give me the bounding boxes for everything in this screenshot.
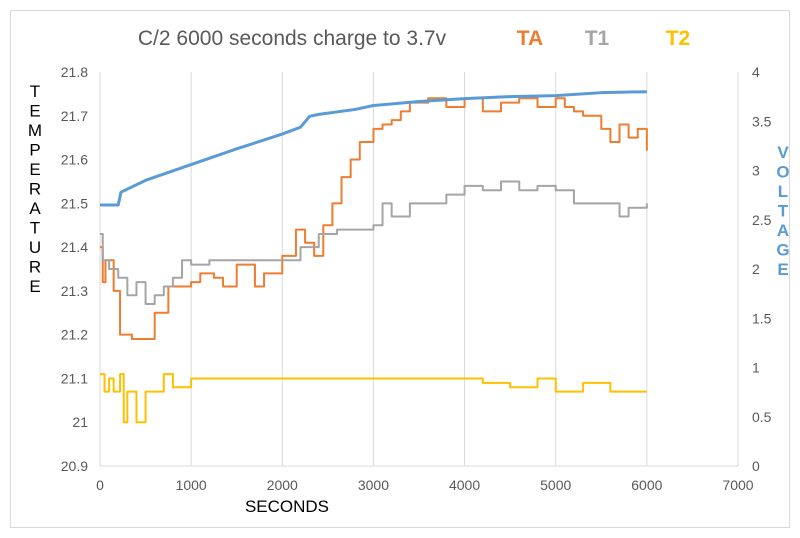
series-line-voltage	[100, 90, 647, 207]
y-axis-title-letter: A	[29, 199, 41, 218]
y2-axis-title-letter: T	[778, 202, 789, 221]
y2-axis-ticks: 0 0.5 1 1.5 2 2.5 3 3.5 4	[752, 64, 772, 474]
y-tick-label: 21.6	[61, 152, 88, 168]
y-axis-title-letter: E	[29, 277, 40, 296]
y-tick-label: 21.8	[61, 64, 88, 80]
y2-tick-label: 3.5	[752, 113, 772, 129]
x-tick-label: 5000	[540, 477, 571, 493]
y-axis-title-letter: E	[29, 102, 40, 121]
x-tick-label: 0	[96, 477, 104, 493]
y2-tick-label: 2.5	[752, 212, 772, 228]
series-line-t1	[100, 180, 648, 306]
y-axis-title-letter: P	[29, 141, 40, 160]
y2-tick-label: 2	[752, 261, 760, 277]
y-axis-title-letter: T	[30, 82, 40, 101]
y2-axis-title-letter: G	[776, 241, 789, 260]
y2-axis-title-letter: L	[778, 182, 788, 201]
grid	[99, 72, 739, 467]
x-tick-label: 1000	[176, 477, 207, 493]
y2-tick-label: 0.5	[752, 409, 772, 425]
y-tick-label: 21.3	[61, 283, 88, 299]
y-axis-title-letter: R	[29, 258, 41, 277]
y-tick-label: 21.1	[61, 370, 88, 386]
y2-tick-label: 1	[752, 360, 760, 376]
y2-axis-title-letter: A	[777, 221, 789, 240]
y-axis-ticks: 20.9 21 21.1 21.2 21.3 21.4 21.5 21.6 21.7 21.8	[61, 64, 88, 474]
x-axis-title: SECONDS	[245, 497, 329, 516]
series-line-ta	[100, 97, 648, 341]
y2-tick-label: 4	[752, 64, 760, 80]
y-axis-title-letter: U	[29, 238, 41, 257]
chart-frame	[10, 10, 790, 528]
y2-axis-title-letter: O	[776, 163, 789, 182]
x-axis-ticks: 0 1000 2000 3000 4000 5000 6000 7000	[96, 477, 754, 493]
y-axis-title-letter: M	[28, 121, 42, 140]
legend-t2: T2	[666, 27, 691, 50]
y-tick-label: 21.7	[61, 108, 88, 124]
y2-axis-title-letter: E	[777, 260, 788, 279]
chart-title: C/2 6000 seconds charge to 3.7v	[138, 27, 447, 50]
x-tick-label: 4000	[449, 477, 480, 493]
series-group	[100, 90, 648, 424]
series-line-t2	[100, 373, 647, 424]
x-tick-label: 3000	[358, 477, 389, 493]
legend-t1: T1	[585, 27, 610, 50]
y2-tick-label: 3	[752, 163, 760, 179]
y2-tick-label: 1.5	[752, 310, 772, 326]
x-tick-label: 6000	[631, 477, 662, 493]
y-axis-title-letter: R	[29, 180, 41, 199]
y-axis-title-letter: E	[29, 160, 40, 179]
y-tick-label: 21.5	[61, 195, 88, 211]
legend: TA T1 T2	[517, 27, 690, 50]
y2-axis-title-letter: V	[777, 143, 789, 162]
y-tick-label: 21	[72, 414, 88, 430]
y-tick-label: 20.9	[61, 458, 88, 474]
y-tick-label: 21.4	[61, 239, 88, 255]
y-tick-label: 21.2	[61, 327, 88, 343]
y2-tick-label: 0	[752, 458, 760, 474]
x-tick-label: 7000	[722, 477, 753, 493]
x-tick-label: 2000	[267, 477, 298, 493]
legend-ta: TA	[517, 27, 543, 50]
y-axis-title-letter: T	[30, 219, 40, 238]
